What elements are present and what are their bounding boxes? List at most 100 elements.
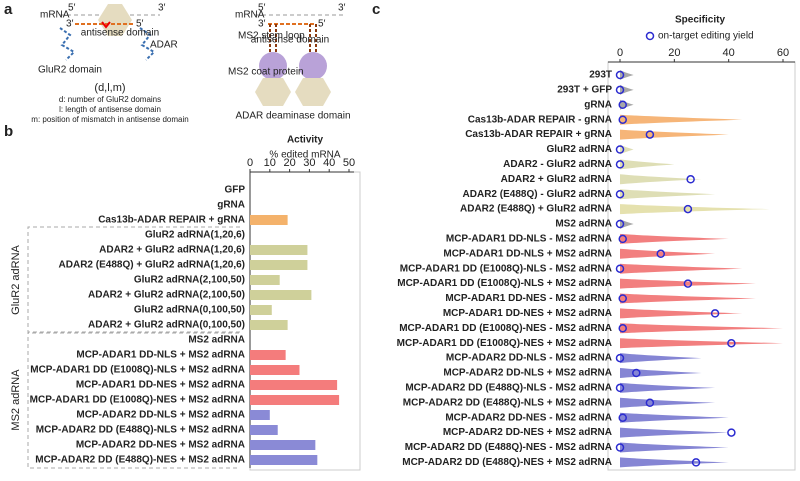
- bar: [250, 350, 286, 360]
- legend-label: on-target editing yield: [658, 31, 754, 42]
- label: ADAR: [150, 40, 178, 51]
- label: mRNA: [40, 10, 70, 21]
- violin: [620, 457, 729, 468]
- x-tick-label: 30: [303, 157, 315, 169]
- yield-point: [686, 175, 695, 184]
- label: 5′: [258, 3, 266, 14]
- y-tick-label: MCP-ADAR2 DD (E488Q)-NLS + MS2 adRNA: [403, 397, 612, 408]
- label: m: position of mismatch in antisense dom…: [31, 115, 188, 124]
- bar: [250, 245, 308, 255]
- x-tick-label: 40: [323, 157, 335, 169]
- violin: [620, 353, 702, 364]
- x-tick-label: 50: [343, 157, 355, 169]
- y-tick-label: MCP-ADAR1 DD-NLS + MS2 adRNA: [76, 350, 245, 361]
- label: d: number of GluR2 domains: [59, 95, 161, 104]
- yield-point: [618, 100, 627, 110]
- violin: [620, 397, 716, 408]
- violin: [620, 204, 770, 215]
- yield-point: [615, 189, 625, 199]
- violin: [620, 308, 743, 319]
- bar: [250, 275, 280, 285]
- y-tick-label: GluR2 adRNA: [546, 144, 612, 155]
- violin: [620, 368, 702, 378]
- label: 3′: [338, 3, 346, 14]
- panel-label: b: [4, 123, 13, 140]
- y-tick-label: MCP-ADAR1 DD-NES - MS2 adRNA: [445, 293, 612, 304]
- violin: [620, 278, 756, 289]
- bar: [250, 455, 318, 465]
- y-tick-label: MS2 adRNA: [555, 219, 612, 230]
- y-tick-label: ADAR2 + GluR2 adRNA: [501, 174, 612, 185]
- y-tick-label: ADAR2 + GluR2 adRNA(2,100,50): [88, 290, 245, 301]
- yield-point: [691, 458, 701, 467]
- bar: [250, 320, 288, 330]
- yield-point: [618, 234, 627, 244]
- yield-point: [615, 219, 625, 229]
- label: l: length of antisense domain: [59, 105, 161, 114]
- bar: [250, 380, 338, 390]
- label: (d,l,m): [94, 82, 125, 94]
- diagram-right: mRNA 5′ 3′ 3′ 5′ MS2 stem loop antisense…: [228, 3, 351, 122]
- y-tick-label: MCP-ADAR1 DD (E1008Q)-NLS - MS2 adRNA: [400, 263, 612, 274]
- violin: [620, 189, 716, 200]
- yield-point: [656, 249, 665, 259]
- yield-point: [615, 383, 625, 393]
- x-tick-label: 0: [617, 47, 623, 59]
- y-tick-label: 293T + GFP: [557, 85, 612, 96]
- y-tick-label: MCP-ADAR2 DD (E488Q)-NES + MS2 adRNA: [402, 457, 612, 468]
- label: 3′: [258, 19, 266, 30]
- x-tick-label: 40: [723, 47, 735, 59]
- y-tick-label: ADAR2 + GluR2 adRNA(0,100,50): [88, 320, 245, 331]
- y-tick-label: ADAR2 (E488Q) + GluR2 adRNA: [460, 204, 612, 215]
- y-tick-label: Cas13b-ADAR REPAIR - gRNA: [468, 114, 612, 125]
- violin: [620, 174, 702, 185]
- panel-label: c: [372, 1, 380, 18]
- y-tick-label: ADAR2 (E488Q) - GluR2 adRNA: [463, 189, 612, 200]
- x-tick-label: 10: [264, 157, 276, 169]
- label: 3′: [66, 19, 74, 30]
- group-bracket: [27, 331, 240, 469]
- chart-title: Specificity: [675, 15, 725, 26]
- violin: [620, 382, 716, 393]
- legend-marker: [645, 31, 655, 41]
- y-tick-label: MS2 adRNA: [188, 335, 245, 346]
- coat-protein: [259, 52, 287, 80]
- y-tick-label: MCP-ADAR1 DD (E1008Q)-NLS + MS2 adRNA: [30, 365, 245, 376]
- group-label: MS2 adRNA: [10, 369, 22, 431]
- y-tick-label: MCP-ADAR2 DD-NES - MS2 adRNA: [445, 412, 612, 423]
- y-tick-label: gRNA: [584, 99, 612, 110]
- violin: [620, 338, 783, 349]
- y-tick-label: MCP-ADAR1 DD (E1008Q)-NES - MS2 adRNA: [399, 323, 612, 334]
- violin: [620, 129, 729, 140]
- y-tick-label: MCP-ADAR1 DD-NES + MS2 adRNA: [443, 308, 612, 319]
- label: MS2 stem loop: [238, 31, 305, 42]
- chart-title: Activity: [287, 135, 324, 146]
- group-bracket: [27, 226, 240, 334]
- y-tick-label: MCP-ADAR1 DD-NLS + MS2 adRNA: [443, 248, 612, 259]
- violin: [620, 293, 756, 304]
- bar: [250, 290, 312, 300]
- yield-point: [615, 353, 625, 363]
- label: MS2 coat protein: [228, 67, 304, 78]
- yield-point: [683, 204, 693, 214]
- y-tick-label: MCP-ADAR1 DD (E1008Q)-NES + MS2 adRNA: [397, 338, 612, 349]
- yield-point: [615, 160, 625, 169]
- y-tick-label: ADAR2 (E488Q) + GluR2 adRNA(1,20,6): [59, 260, 245, 271]
- label: GluR2 domain: [38, 65, 102, 76]
- label: antisense domain: [81, 28, 159, 39]
- violin: [620, 159, 675, 170]
- x-tick-label: 20: [668, 47, 680, 59]
- y-tick-label: MCP-ADAR2 DD-NLS + MS2 adRNA: [76, 410, 245, 421]
- coat-protein: [299, 52, 327, 80]
- bar: [250, 440, 316, 450]
- y-tick-label: GluR2 adRNA(2,100,50): [134, 275, 245, 286]
- y-tick-label: Cas13b-ADAR REPAIR + gRNA: [465, 129, 612, 140]
- yield-point: [618, 115, 627, 124]
- bar: [250, 410, 270, 420]
- deaminase: [255, 78, 291, 106]
- yield-point: [615, 85, 625, 95]
- label: 3′: [158, 3, 166, 14]
- yield-point: [645, 398, 655, 408]
- yield-point: [727, 338, 736, 348]
